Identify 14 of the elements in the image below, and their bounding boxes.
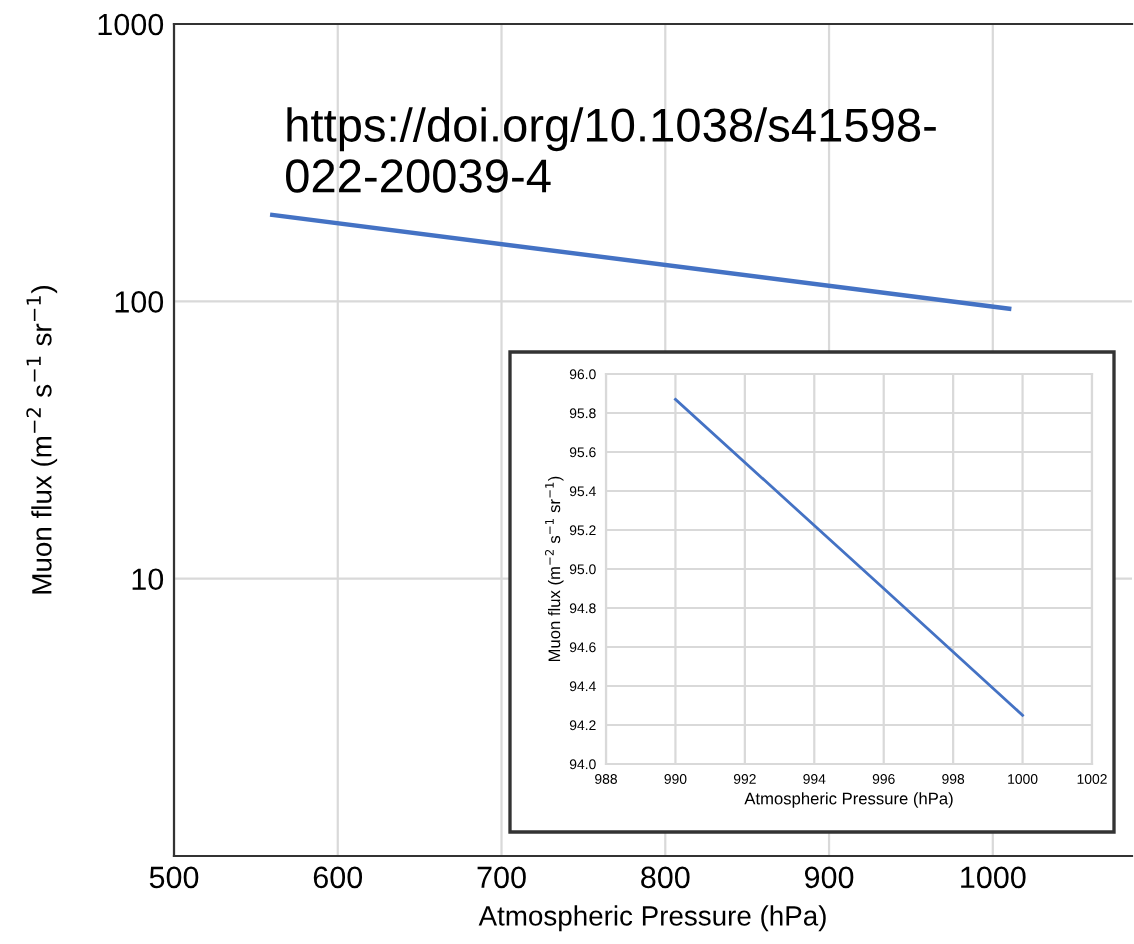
annotation: https://doi.org/10.1038/s41598- 022-20039-4 [286, 107, 936, 193]
y-tick-label: 100 [115, 291, 164, 313]
x-axis-title: Atmospheric Pressure (hPa) [478, 905, 826, 932]
y-tick-label: 10 [132, 568, 164, 591]
y-axis-title: Muon flux (m$^{−2}$ s$^{−1}$ sr$^{−1}$) [26, 286, 58, 594]
x-tick-label: 900 [804, 866, 854, 889]
y-tick-label: 1000 [98, 13, 164, 36]
y-axis-title: Muon flux (m$^{−2}$ s$^{−1}$ sr$^{−1}$) [545, 476, 564, 662]
x-tick-label: 1000 [961, 866, 1026, 889]
x-tick-label: 600 [313, 866, 363, 889]
x-tick-label: 800 [641, 866, 690, 889]
x-tick-label: 700 [477, 866, 526, 889]
x-tick-label: 500 [149, 866, 199, 889]
x-axis-title: Atmospheric Pressure (hPa) [744, 792, 953, 808]
